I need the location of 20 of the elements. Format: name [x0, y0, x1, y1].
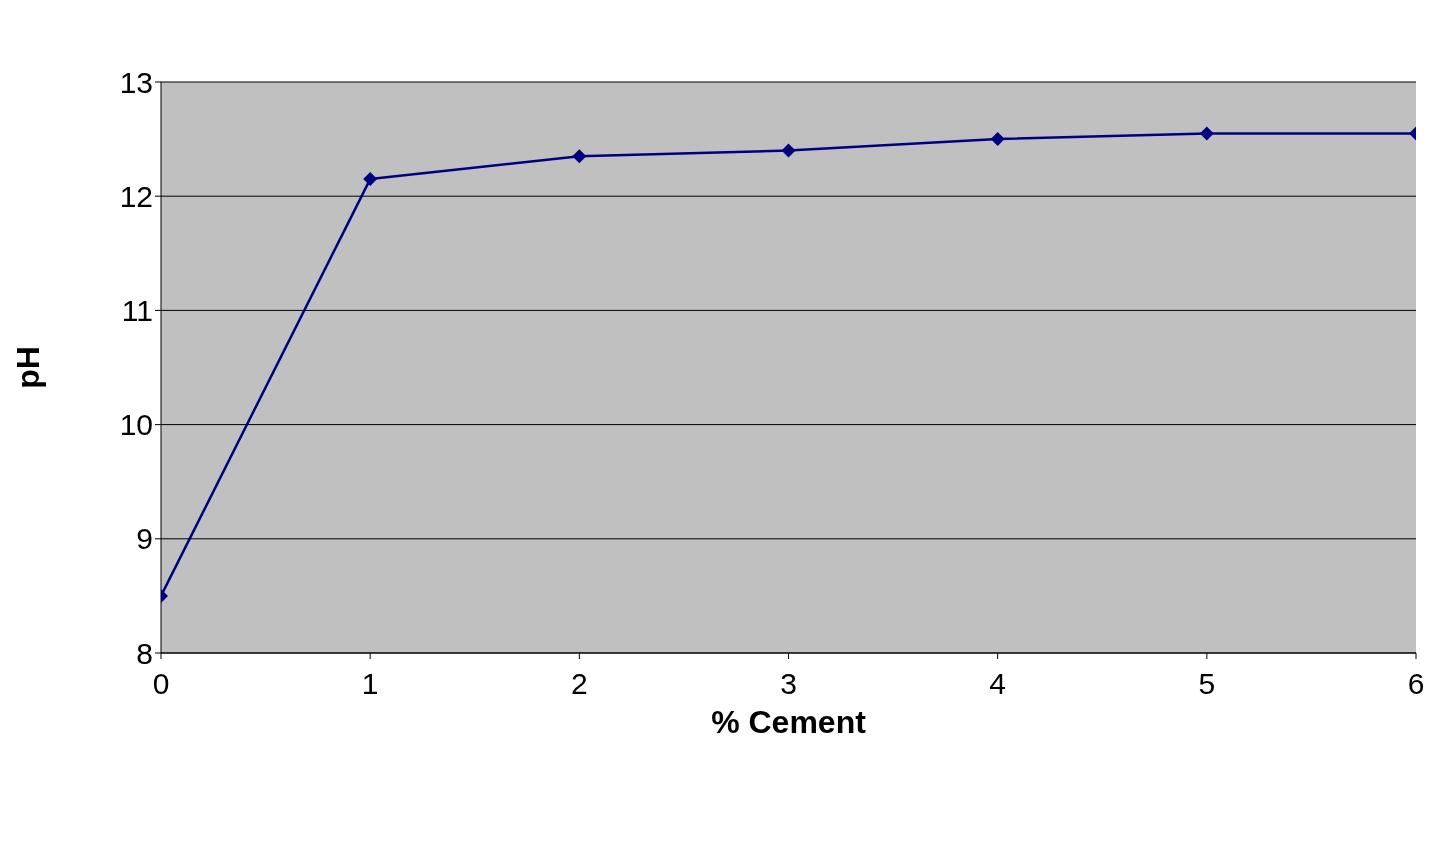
- point: [572, 149, 587, 164]
- x-tick-label: 2: [570, 667, 588, 701]
- y-tick-label: 8: [136, 636, 153, 670]
- y-tick-label: 10: [119, 408, 153, 442]
- y-axis-title: pH: [10, 346, 47, 389]
- x-tick-label: 1: [361, 667, 379, 701]
- x-axis-title: % Cement: [711, 704, 867, 740]
- x-tick-label: 3: [780, 667, 797, 701]
- y-tick-label: 9: [136, 522, 153, 556]
- x-tick-label: 6: [1407, 667, 1425, 701]
- y-tick-label: 13: [119, 65, 153, 99]
- y-tick-label: 11: [121, 294, 153, 328]
- point: [990, 132, 1005, 147]
- point: [1199, 126, 1214, 141]
- x-tick-label: 0: [152, 667, 170, 701]
- x-tick-label: 5: [1198, 667, 1216, 701]
- y-tick-label: 12: [119, 179, 153, 213]
- x-tick-label: 4: [989, 667, 1007, 701]
- point: [363, 172, 378, 187]
- point: [781, 143, 796, 158]
